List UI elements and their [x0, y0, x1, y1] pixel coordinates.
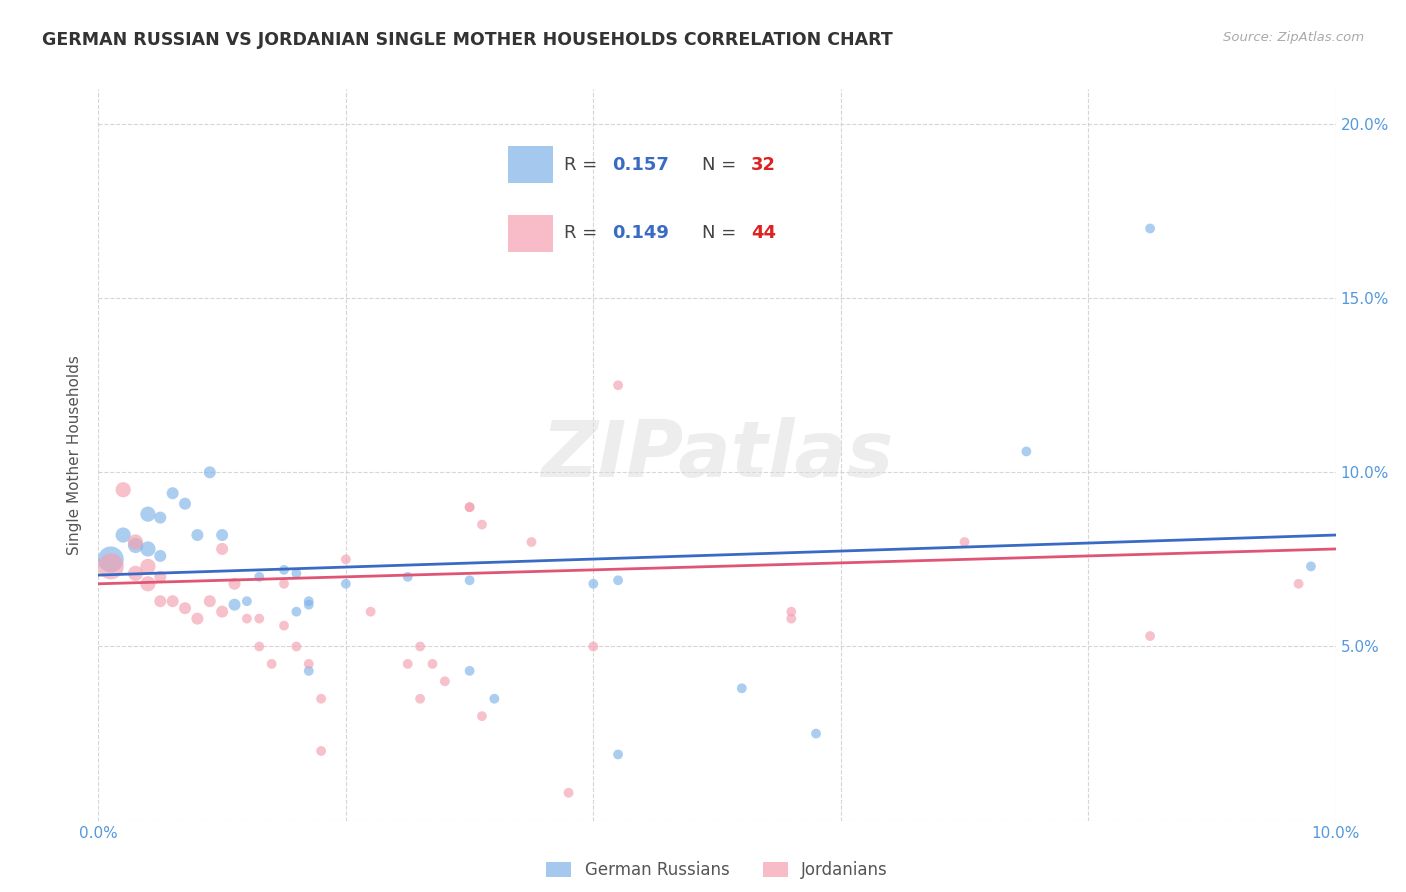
Point: [409, 691, 432, 706]
Point: [273, 618, 295, 632]
Point: [198, 594, 221, 608]
Point: [224, 598, 246, 612]
Point: [1299, 559, 1322, 574]
Point: [607, 747, 630, 762]
Point: [149, 549, 172, 563]
Point: [285, 605, 308, 619]
Text: GERMAN RUSSIAN VS JORDANIAN SINGLE MOTHER HOUSEHOLDS CORRELATION CHART: GERMAN RUSSIAN VS JORDANIAN SINGLE MOTHE…: [42, 31, 893, 49]
Point: [607, 574, 630, 588]
Point: [100, 552, 122, 566]
Point: [396, 570, 419, 584]
Point: [136, 507, 159, 521]
Point: [607, 378, 630, 392]
Point: [309, 691, 332, 706]
Point: [1015, 444, 1038, 458]
Point: [1139, 221, 1161, 235]
Point: [285, 566, 308, 581]
Point: [557, 786, 579, 800]
Point: [273, 563, 295, 577]
Point: [136, 576, 159, 591]
Point: [174, 601, 197, 615]
Point: [335, 576, 357, 591]
Point: [458, 664, 481, 678]
Point: [582, 640, 605, 654]
Point: [198, 466, 221, 480]
Point: [186, 528, 208, 542]
Point: [247, 640, 270, 654]
Point: [298, 598, 321, 612]
Point: [780, 605, 803, 619]
Point: [174, 497, 197, 511]
Text: Source: ZipAtlas.com: Source: ZipAtlas.com: [1223, 31, 1364, 45]
Point: [236, 594, 259, 608]
Point: [136, 541, 159, 556]
Point: [211, 605, 233, 619]
Point: [136, 559, 159, 574]
Point: [433, 674, 456, 689]
Point: [247, 612, 270, 626]
Point: [309, 744, 332, 758]
Point: [471, 517, 494, 532]
Point: [162, 486, 184, 500]
Point: [731, 681, 754, 696]
Point: [298, 664, 321, 678]
Point: [211, 528, 233, 542]
Point: [396, 657, 419, 671]
Point: [422, 657, 444, 671]
Point: [124, 539, 146, 553]
Point: [273, 576, 295, 591]
Point: [149, 594, 172, 608]
Point: [124, 535, 146, 549]
Point: [124, 566, 146, 581]
Y-axis label: Single Mother Households: Single Mother Households: [67, 355, 83, 555]
Point: [953, 535, 976, 549]
Point: [186, 612, 208, 626]
Point: [162, 594, 184, 608]
Point: [1288, 576, 1310, 591]
Point: [260, 657, 283, 671]
Point: [211, 541, 233, 556]
Point: [520, 535, 543, 549]
Point: [471, 709, 494, 723]
Point: [149, 510, 172, 524]
Point: [112, 528, 135, 542]
Legend: German Russians, Jordanians: German Russians, Jordanians: [540, 855, 894, 886]
Point: [804, 726, 827, 740]
Point: [247, 570, 270, 584]
Point: [582, 576, 605, 591]
Point: [285, 640, 308, 654]
Point: [360, 605, 382, 619]
Point: [100, 559, 122, 574]
Point: [224, 576, 246, 591]
Point: [112, 483, 135, 497]
Point: [780, 612, 803, 626]
Point: [458, 574, 481, 588]
Text: ZIPatlas: ZIPatlas: [541, 417, 893, 493]
Point: [458, 500, 481, 515]
Point: [458, 500, 481, 515]
Point: [409, 640, 432, 654]
Point: [484, 691, 506, 706]
Point: [1139, 629, 1161, 643]
Point: [298, 657, 321, 671]
Point: [298, 594, 321, 608]
Point: [149, 570, 172, 584]
Point: [236, 612, 259, 626]
Point: [335, 552, 357, 566]
